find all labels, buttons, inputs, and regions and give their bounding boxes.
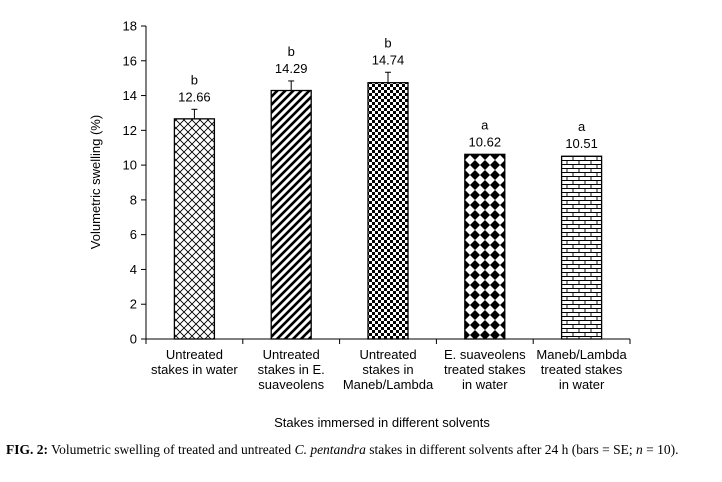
x-axis-title: Stakes immersed in different solvents (274, 415, 490, 430)
data-label: 14.74 (372, 52, 405, 67)
y-tick-label: 2 (130, 297, 137, 312)
y-tick-label: 16 (123, 53, 137, 68)
data-label: 14.29 (275, 61, 308, 76)
bar (464, 153, 506, 340)
chart: 0 2 4 6 8 10 12 14 16 18 12.66 b Untreated stakes in … (88, 19, 631, 430)
caption-n-text: = 10). (642, 442, 679, 457)
y-tick-label: 0 (130, 332, 137, 347)
y-tick-label: 6 (130, 227, 137, 242)
x-category-label: E. suaveolens (444, 347, 526, 362)
x-category-label: stakes in water (151, 362, 238, 377)
x-category-label: suaveolens (258, 377, 324, 392)
data-label: 10.51 (565, 136, 598, 151)
x-category-label: stakes in (362, 362, 413, 377)
x-category-label: Untreated (263, 347, 320, 362)
x-category-label: in water (559, 377, 605, 392)
bar (560, 155, 603, 340)
x-category-label: in water (462, 377, 508, 392)
x-category-label: Maneb/Lambda (536, 347, 627, 362)
y-axis-title: Volumetric swelling (%) (88, 115, 103, 249)
significance-letter: a (578, 119, 586, 134)
y-tick-label: 4 (130, 262, 137, 277)
significance-letter: b (288, 44, 295, 59)
y-tick-label: 12 (123, 123, 137, 138)
bar (367, 82, 409, 340)
x-category-label: treated stakes (541, 362, 623, 377)
caption-species: C. pentandra (294, 442, 366, 457)
significance-letter: b (384, 35, 391, 50)
x-category-label: Untreated (359, 347, 416, 362)
caption-text-after: stakes in different solvents after 24 h … (365, 442, 637, 457)
significance-letter: a (481, 117, 489, 132)
y-tick-label: 8 (130, 192, 137, 207)
y-tick-label: 14 (123, 88, 137, 103)
y-tick-label: 18 (123, 19, 137, 34)
data-label: 12.66 (178, 89, 211, 104)
caption-n-symbol: n (636, 442, 643, 457)
x-category-label: Untreated (166, 347, 223, 362)
x-category-label: stakes in E. (258, 362, 325, 377)
x-category-label: treated stakes (444, 362, 526, 377)
caption-text-before: Volumetric swelling of treated and untre… (48, 442, 295, 457)
data-label: 10.62 (469, 134, 502, 149)
caption-figure-id: FIG. 2: (6, 442, 48, 457)
bar (270, 89, 312, 340)
bar (173, 118, 216, 340)
significance-letter: b (191, 72, 198, 87)
x-category-label: Maneb/Lambda (343, 377, 434, 392)
figure-caption: FIG. 2: Volumetric swelling of treated a… (6, 441, 718, 458)
y-tick-label: 10 (123, 158, 137, 173)
